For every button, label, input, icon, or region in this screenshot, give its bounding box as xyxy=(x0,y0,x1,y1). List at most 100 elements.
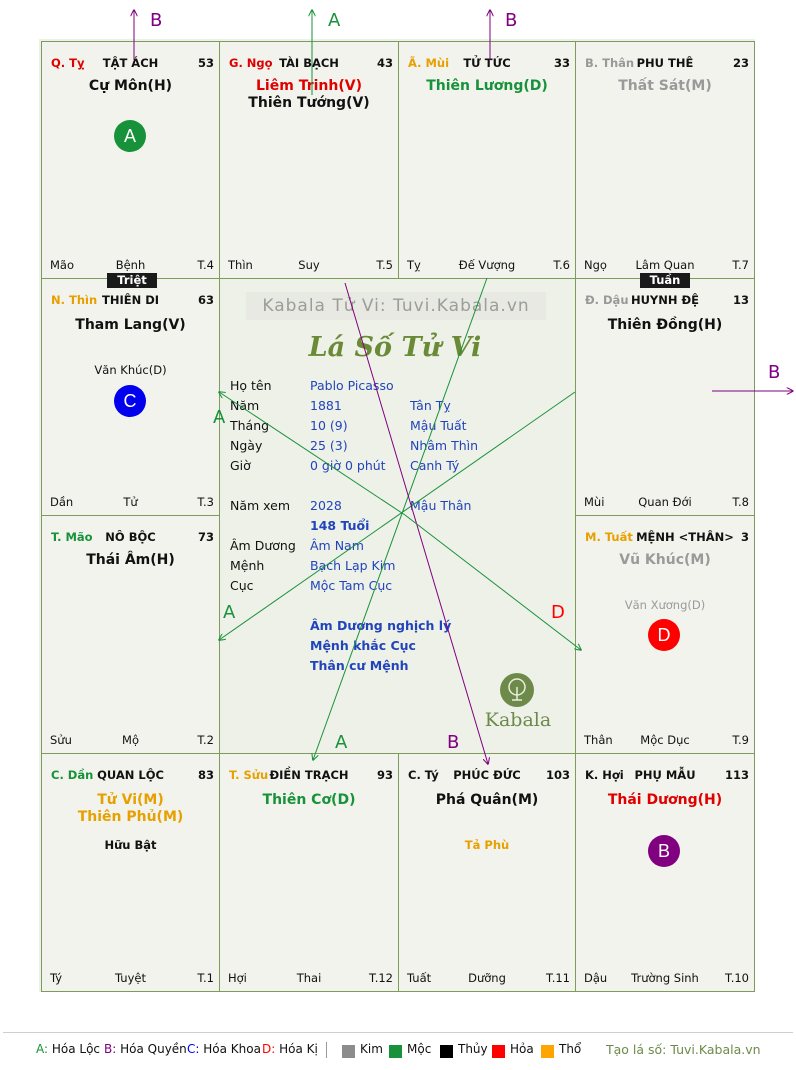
arrow-label-d: D xyxy=(551,602,565,623)
minor-star: Hữu Bật xyxy=(104,838,157,852)
palace-age: 53 xyxy=(197,56,214,70)
main-star: Liêm Trinh(V) xyxy=(256,78,362,94)
value-ngay-can: Nhâm Thìn xyxy=(410,438,479,453)
palace-no-boc: T. Mão NÔ BỘC 73 Thái Âm(H) Sửu Mộ T.2 xyxy=(41,515,220,754)
branch: Ngọ xyxy=(584,258,607,272)
legend-hoa-khoa: C: Hóa Khoa xyxy=(187,1042,261,1056)
palace-phu-mau: K. Hợi PHỤ MẪU 113 Thái Dương(H) Dậu Trường… xyxy=(575,753,755,992)
label-nam: Năm xyxy=(230,398,260,413)
main-star: Thái Âm(H) xyxy=(86,552,175,568)
branch: Tỵ xyxy=(407,258,421,272)
kim-swatch xyxy=(342,1045,355,1058)
palace-number: T.2 xyxy=(197,733,214,747)
tho-swatch xyxy=(541,1045,554,1058)
note-am-duong: Âm Dương nghịch lý xyxy=(310,618,452,633)
palace-number: T.4 xyxy=(197,258,214,272)
can-chi: B. Thân xyxy=(585,56,635,70)
branch: Dậu xyxy=(584,971,608,985)
value-nam-can: Tân Tỵ xyxy=(410,398,451,413)
center-title: Lá Số Tử Vi xyxy=(308,332,482,363)
arrow-label-a-4: A xyxy=(335,732,348,753)
branch: Dần xyxy=(50,495,74,509)
palace-number: T.12 xyxy=(369,971,393,985)
palace-number: T.5 xyxy=(376,258,393,272)
arrow-label-a-1: A xyxy=(328,10,341,31)
palace-name: QUAN LỘC xyxy=(97,768,164,782)
minor-star: Văn Xương(D) xyxy=(624,598,706,612)
legend-divider xyxy=(3,1032,793,1033)
palace-dien-trach: T. Sửu ĐIỀN TRẠCH 93 Thiên Cơ(D) Hợi Thai T.… xyxy=(219,753,399,992)
life-stage: Tuyệt xyxy=(115,971,146,985)
palace-huynh-de: Đ. Dậu HUYNH ĐỆ 13 Thiên Đồng(H) Mùi Quan Đ… xyxy=(575,278,755,516)
can-chi: M. Tuất xyxy=(585,530,633,544)
label-gio: Giờ xyxy=(230,458,251,473)
minor-star: Tả Phù xyxy=(464,838,510,852)
legend-hoa: Hỏa xyxy=(510,1042,534,1056)
legend-hoa-ki: D: Hóa Kị xyxy=(262,1042,318,1056)
minor-star: Văn Khúc(D) xyxy=(94,363,167,377)
value-ho-ten: Pablo Picasso xyxy=(310,378,394,393)
branch: Tuất xyxy=(407,971,432,985)
kabala-logo-icon xyxy=(500,673,534,707)
can-chi: Q. Tỵ xyxy=(51,56,85,70)
palace-name: TÀI BẠCH xyxy=(279,56,339,70)
can-chi: C. Dần xyxy=(51,768,94,782)
palace-name: PHÚC ĐỨC xyxy=(453,768,521,782)
palace-age: 73 xyxy=(197,530,214,544)
main-star: Tham Lang(V) xyxy=(75,317,186,333)
value-thang-can: Mậu Tuất xyxy=(410,418,467,433)
main-star: Vũ Khúc(M) xyxy=(619,552,711,568)
main-star: Thiên Lương(D) xyxy=(426,78,548,94)
triet-tag: Triệt xyxy=(107,273,157,288)
arrow-a-no-boc xyxy=(219,391,576,640)
can-chi: T. Sửu xyxy=(229,768,269,782)
value-ngay: 25 (3) xyxy=(310,438,348,453)
hoa-khoa-badge: C xyxy=(114,385,146,417)
palace-quan-loc: C. Dần QUAN LỘC 83 Tử Vi(M) Thiên Phủ(M) H… xyxy=(41,753,220,992)
life-stage: Bệnh xyxy=(115,258,146,272)
life-stage: Tử xyxy=(123,495,138,509)
palace-age: 33 xyxy=(553,56,570,70)
arrow-a-thien-di xyxy=(219,392,406,516)
palace-phu-the: B. Thân PHU THÊ 23 Thất Sát(M) Ngọ Lâm Quan… xyxy=(575,41,755,279)
life-stage: Dưỡng xyxy=(468,971,506,985)
branch: Sửu xyxy=(50,733,72,747)
palace-age: 13 xyxy=(732,293,749,307)
legend-thuy: Thủy xyxy=(458,1042,488,1056)
main-star: Tử Vi(M) xyxy=(97,792,164,808)
arrow-label-b-2: B xyxy=(505,10,518,31)
legend-moc: Mộc xyxy=(407,1042,432,1056)
palace-number: T.8 xyxy=(732,495,749,509)
palace-name: THIÊN DI xyxy=(101,293,160,307)
label-nam-xem: Năm xem xyxy=(230,498,291,513)
arrow-label-b-3: B xyxy=(768,362,781,383)
main-star: Thiên Đồng(H) xyxy=(607,317,723,333)
main-star-2: Thiên Tướng(V) xyxy=(248,95,370,111)
main-star-2: Thiên Phủ(M) xyxy=(77,809,184,825)
palace-number: T.9 xyxy=(732,733,749,747)
palace-age: 43 xyxy=(376,56,393,70)
palace-age: 3 xyxy=(740,530,749,544)
life-stage: Trường Sinh xyxy=(631,971,699,985)
arrow-label-a-3: A xyxy=(223,602,236,623)
branch: Thân xyxy=(584,733,613,747)
legend-hoa-loc: A: Hóa Lộc xyxy=(36,1042,101,1056)
branch: Mùi xyxy=(584,495,605,509)
palace-number: T.6 xyxy=(553,258,570,272)
value-tuoi: 148 Tuổi xyxy=(310,518,370,533)
label-menh: Mệnh xyxy=(230,558,265,573)
can-chi: K. Hợi xyxy=(585,768,624,782)
arrow-label-b-1: B xyxy=(150,10,163,31)
can-chi: C. Tý xyxy=(408,768,439,782)
can-chi: T. Mão xyxy=(51,530,93,544)
life-stage: Lâm Quan xyxy=(635,258,695,272)
hoa-quyen-badge: B xyxy=(648,835,680,867)
life-stage: Mộc Dục xyxy=(640,733,690,747)
palace-name: TẬT ÁCH xyxy=(102,56,159,70)
main-star: Phá Quân(M) xyxy=(435,792,539,808)
arrow-a-dien-trach xyxy=(313,277,488,760)
site-credit: Tạo lá số: Tuvi.Kabala.vn xyxy=(606,1042,761,1057)
value-gio-can: Canh Tý xyxy=(410,458,460,473)
palace-name: TỬ TỨC xyxy=(463,56,511,70)
